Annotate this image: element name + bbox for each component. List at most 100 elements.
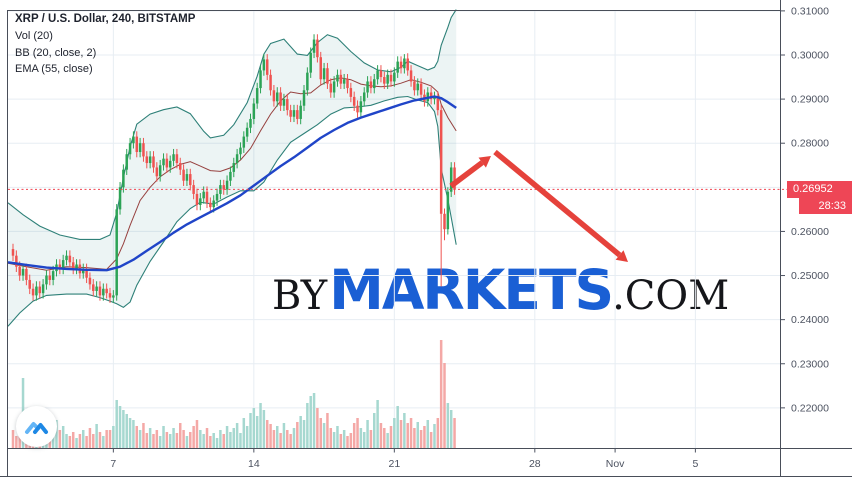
candles-layer[interactable] xyxy=(11,34,456,303)
time-tick-label[interactable]: 28 xyxy=(529,458,541,470)
volume-bar xyxy=(269,424,272,448)
overlay-lines xyxy=(7,95,788,272)
volume-bar xyxy=(128,418,132,448)
volume-bar xyxy=(239,433,242,448)
volume-bar xyxy=(135,426,139,448)
candle-body xyxy=(262,59,266,71)
price-tick-label: 0.22000 xyxy=(791,402,829,414)
candle-body xyxy=(409,70,413,82)
volume-bar xyxy=(329,428,333,448)
arrow-shaft xyxy=(449,160,484,189)
candle-body xyxy=(446,191,450,230)
volume-bar xyxy=(245,426,249,448)
candle-body xyxy=(225,180,229,190)
candle-body xyxy=(115,209,118,296)
candle-body xyxy=(38,286,42,294)
candle-body xyxy=(399,61,403,69)
time-tick-label[interactable]: 21 xyxy=(388,458,400,470)
volume-bar xyxy=(148,428,152,448)
candle-body xyxy=(389,74,393,82)
volume-bar xyxy=(439,340,443,448)
volume-bar xyxy=(175,433,179,448)
time-tick-label[interactable]: 14 xyxy=(248,458,260,470)
volume-bar xyxy=(272,430,276,448)
volume-bar xyxy=(78,434,82,448)
candle-body xyxy=(259,70,262,89)
volume-bar xyxy=(356,418,359,448)
tradingview-logo[interactable] xyxy=(16,406,57,447)
volume-bar xyxy=(276,426,279,448)
volume-bar xyxy=(65,434,68,448)
candle-body xyxy=(242,136,246,148)
volume-bar xyxy=(319,418,322,448)
volume-bar xyxy=(369,430,373,448)
price-tick-label: 0.23000 xyxy=(791,358,829,370)
volume-bar xyxy=(252,408,256,448)
candle-body xyxy=(312,39,316,53)
candle-body xyxy=(85,268,88,278)
volume-bar xyxy=(326,413,329,448)
price-tick-label: 0.28000 xyxy=(791,138,829,150)
candle-body xyxy=(28,279,31,289)
indicator-ema[interactable]: EMA (55, close) xyxy=(15,63,93,75)
volume-bar xyxy=(292,428,296,448)
volume-bar xyxy=(362,432,366,448)
volume-bar xyxy=(396,406,399,448)
candle-body xyxy=(222,185,225,190)
volume-bar xyxy=(68,436,72,448)
candle-body xyxy=(299,105,302,119)
candle-body xyxy=(45,275,48,285)
candle-body xyxy=(309,52,312,73)
volume-bar xyxy=(145,433,149,448)
volume-bar xyxy=(222,434,225,448)
volume-bar xyxy=(199,430,202,448)
volume-bar xyxy=(346,436,349,448)
price-tick-label: 0.24000 xyxy=(791,314,829,326)
forecast-arrow xyxy=(449,149,628,262)
volume-bar xyxy=(379,423,383,448)
volume-bar xyxy=(172,428,175,448)
candle-body xyxy=(369,81,373,89)
candle-body xyxy=(202,191,205,199)
volume-bar xyxy=(138,430,142,448)
candle-body xyxy=(11,249,15,256)
candle-body xyxy=(453,167,456,190)
volume-bar xyxy=(436,418,440,448)
volume-bar xyxy=(212,433,215,448)
volume-bar xyxy=(88,428,92,448)
volume-bar xyxy=(51,433,55,448)
candle-body xyxy=(88,277,92,285)
candle-body xyxy=(296,110,299,119)
candle-body xyxy=(148,156,152,164)
volume-bar xyxy=(279,433,282,448)
indicator-volume[interactable]: Vol (20) xyxy=(15,30,53,42)
watermark-markets: MARKETS xyxy=(329,258,614,322)
volume-bar xyxy=(71,432,75,448)
time-tick-label[interactable]: 5 xyxy=(692,458,698,470)
time-tick-label[interactable]: 7 xyxy=(110,458,116,470)
arrow-head xyxy=(478,156,491,168)
volume-bar xyxy=(95,424,98,448)
candle-body xyxy=(35,286,38,296)
time-tick-label[interactable]: Nov xyxy=(606,458,625,470)
candle-body xyxy=(316,39,319,58)
volume-bar xyxy=(11,430,15,448)
symbol-title[interactable]: XRP / U.S. Dollar, 240, BITSTAMP xyxy=(15,13,196,25)
volume-bar xyxy=(155,430,159,448)
volume-bar xyxy=(419,430,423,448)
candle-body xyxy=(145,156,149,164)
volume-bar xyxy=(182,430,185,448)
indicator-bollinger[interactable]: BB (20, close, 2) xyxy=(15,46,97,59)
candle-body xyxy=(373,79,376,89)
ema-line xyxy=(7,95,457,272)
candle-body xyxy=(232,163,236,172)
volume-bar xyxy=(265,420,269,448)
candle-body xyxy=(205,191,209,203)
candle-body xyxy=(162,158,165,166)
candle-body xyxy=(255,88,259,104)
volume-bar xyxy=(132,420,135,448)
candle-body xyxy=(105,288,108,294)
candle-body xyxy=(289,110,292,117)
